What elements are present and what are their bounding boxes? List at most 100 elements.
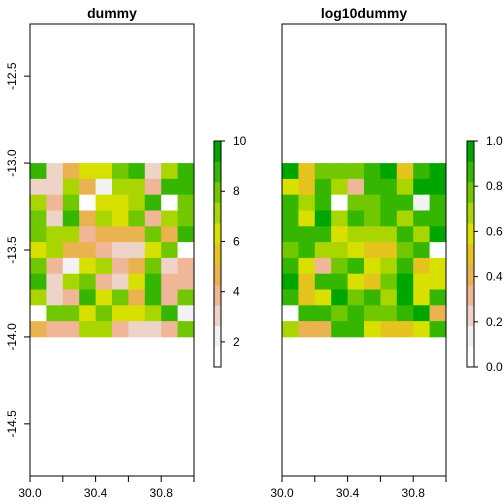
heatmap-cell	[331, 210, 348, 227]
heatmap-cell	[128, 163, 146, 180]
heatmap-cell	[282, 194, 299, 211]
panel-dummy: dummy 30.0 30.4 30.8 -12.5 -13.0 -13.5 -14.0 -14…	[5, 5, 247, 500]
heatmap-cell	[282, 321, 299, 338]
heatmap-cell	[298, 242, 316, 259]
heatmap-cell	[413, 257, 430, 275]
heatmap-cell	[79, 178, 96, 196]
heatmap-cell	[314, 257, 332, 275]
y-axis: -12.5 -13.0 -13.5 -14.0 -14.5	[5, 62, 30, 438]
legend-tick-label: 8	[233, 184, 240, 198]
heatmap-cell	[331, 273, 348, 290]
heatmap-cell	[413, 242, 430, 259]
heatmap-cell	[314, 178, 332, 196]
heatmap-cell	[128, 226, 146, 243]
heatmap-cell	[396, 226, 414, 243]
heatmap-cell	[298, 163, 316, 180]
y-tick-label: -14.5	[5, 410, 19, 438]
heatmap-cell	[347, 289, 365, 306]
legend-tick-label: 4	[233, 285, 240, 299]
heatmap-cell	[30, 257, 47, 275]
heatmap-cell	[413, 178, 430, 196]
heatmap-cell	[46, 273, 64, 290]
legend-tick-label: 0.0	[486, 360, 503, 374]
heatmap-cell	[95, 210, 113, 227]
heatmap-cell	[396, 163, 414, 180]
heatmap-cell	[95, 242, 113, 259]
heatmap-cell	[112, 321, 129, 338]
heatmap-cell	[177, 194, 195, 211]
heatmap-cell	[79, 242, 96, 259]
heatmap-cell	[331, 163, 348, 180]
heatmap-cell	[314, 194, 332, 211]
legend-swatch	[214, 305, 221, 327]
heatmap-cell	[429, 305, 447, 322]
heatmap-cell	[331, 305, 348, 322]
heatmap-cell	[347, 321, 365, 338]
heatmap-cell	[298, 321, 316, 338]
heatmap-cell	[79, 273, 96, 290]
heatmap-cell	[161, 242, 178, 259]
heatmap-cell	[79, 305, 96, 322]
heatmap-cell	[331, 242, 348, 259]
heatmap-cell	[62, 257, 80, 275]
heatmap-cell	[331, 178, 348, 196]
legend-frame	[213, 140, 222, 368]
heatmap-cell	[161, 194, 178, 211]
heatmap-cell	[144, 163, 162, 180]
heatmap-cell	[128, 305, 146, 322]
heatmap-cell	[79, 257, 96, 275]
heatmap-cell	[144, 194, 162, 211]
y-tick-label: -14.0	[5, 323, 19, 351]
legend-swatch	[467, 264, 474, 286]
heatmap-cell	[30, 226, 47, 243]
legend-tick-label: 0.2	[486, 315, 503, 329]
heatmap-cell	[144, 226, 162, 243]
heatmap-cell	[314, 226, 332, 243]
heatmap-cell	[282, 163, 299, 180]
heatmap-cell	[429, 242, 447, 259]
heatmap-cell	[429, 163, 447, 180]
heatmap-cell	[396, 210, 414, 227]
y-tick-label: -13.5	[5, 236, 19, 264]
legend-swatch	[214, 141, 221, 162]
heatmap-cell	[62, 178, 80, 196]
x-tick-label: 30.0	[270, 486, 294, 500]
legend-swatch	[467, 346, 474, 368]
heatmap-cell	[364, 257, 381, 275]
heatmap-cell	[62, 305, 80, 322]
heatmap-cell	[380, 305, 398, 322]
heatmap-cell	[62, 163, 80, 180]
heatmap-cell	[46, 194, 64, 211]
heatmap-cell	[314, 305, 332, 322]
heatmap-cell	[112, 226, 129, 243]
heatmap-cell	[364, 305, 381, 322]
heatmap-cell	[95, 178, 113, 196]
legend-swatch	[467, 223, 474, 245]
heatmap-cell	[128, 210, 146, 227]
heatmap-cell	[128, 194, 146, 211]
heatmap-cell	[396, 178, 414, 196]
heatmap-cell	[79, 194, 96, 211]
heatmap-cell	[331, 257, 348, 275]
legend-swatch	[214, 243, 221, 265]
legend-swatch	[467, 141, 474, 162]
heatmap-cell	[161, 321, 178, 338]
heatmap-cell	[144, 289, 162, 306]
heatmap-cell	[380, 194, 398, 211]
heatmap-cell	[144, 305, 162, 322]
heatmap-cell	[95, 163, 113, 180]
heatmap-cell	[364, 226, 381, 243]
heatmap-cell	[30, 242, 47, 259]
legend-tick-label: 1.0	[486, 134, 503, 148]
legend-swatch	[467, 182, 474, 203]
heatmap-cell	[413, 226, 430, 243]
heatmap-cell	[95, 305, 113, 322]
heatmap-cell	[298, 273, 316, 290]
heatmap-cell	[413, 194, 430, 211]
heatmap-cell	[413, 163, 430, 180]
heatmap-cell	[112, 194, 129, 211]
legend-swatch	[467, 325, 474, 347]
heatmap-cell	[331, 226, 348, 243]
legend-swatch	[214, 161, 221, 183]
heatmap-cell	[46, 305, 64, 322]
